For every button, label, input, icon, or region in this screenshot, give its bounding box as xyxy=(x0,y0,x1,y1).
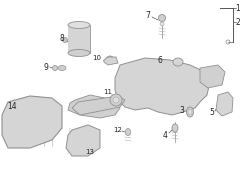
Polygon shape xyxy=(2,96,62,148)
Text: 3: 3 xyxy=(180,105,184,114)
Ellipse shape xyxy=(113,97,119,103)
Ellipse shape xyxy=(188,109,192,115)
Text: 14: 14 xyxy=(7,102,17,111)
Ellipse shape xyxy=(172,124,178,132)
Text: 4: 4 xyxy=(163,130,167,140)
Ellipse shape xyxy=(62,37,68,42)
Text: 10: 10 xyxy=(92,55,102,61)
Ellipse shape xyxy=(160,22,164,26)
Text: 8: 8 xyxy=(60,33,64,42)
Polygon shape xyxy=(66,125,100,156)
Ellipse shape xyxy=(110,94,122,106)
Ellipse shape xyxy=(186,107,193,117)
Ellipse shape xyxy=(58,66,66,71)
Polygon shape xyxy=(115,58,210,115)
Text: 7: 7 xyxy=(146,10,151,19)
Text: 12: 12 xyxy=(113,127,122,133)
Text: 5: 5 xyxy=(210,107,214,116)
Polygon shape xyxy=(104,57,118,65)
Ellipse shape xyxy=(159,15,165,21)
Polygon shape xyxy=(68,95,120,118)
Polygon shape xyxy=(72,96,125,115)
Ellipse shape xyxy=(68,21,90,28)
Text: 1: 1 xyxy=(236,3,240,12)
Ellipse shape xyxy=(106,56,114,64)
Text: 11: 11 xyxy=(103,89,112,95)
Text: 6: 6 xyxy=(158,55,163,64)
Polygon shape xyxy=(200,65,225,88)
Polygon shape xyxy=(68,25,90,53)
Ellipse shape xyxy=(52,66,58,71)
Text: 2: 2 xyxy=(236,17,240,26)
Polygon shape xyxy=(216,92,233,116)
Ellipse shape xyxy=(68,50,90,57)
Text: 13: 13 xyxy=(85,149,94,155)
Text: 9: 9 xyxy=(44,62,49,71)
Ellipse shape xyxy=(125,129,131,136)
Ellipse shape xyxy=(173,58,183,66)
